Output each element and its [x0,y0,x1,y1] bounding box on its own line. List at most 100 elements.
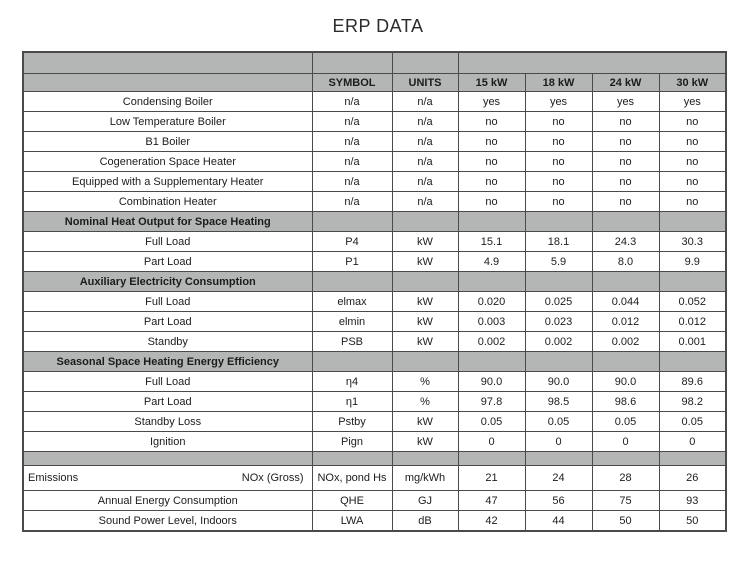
spacer-cell [22,451,313,466]
value-cell: 93 [658,490,727,511]
table-row: Cogeneration Space Heater n/a n/a no no no no [22,151,727,172]
symbol-cell: NOx, pond Hs [311,465,393,491]
value-cell: no [524,131,593,152]
value-cell: 0.05 [658,411,727,432]
value-cell: 47 [457,490,526,511]
row-label-cell: Cogeneration Space Heater [22,151,313,172]
row-label-cell: Full Load [22,371,313,392]
value-cell: 44 [524,510,593,532]
row-label-cell: Equipped with a Supplementary Heater [22,171,313,192]
section-empty-cell [391,211,459,232]
section-label-cell: Nominal Heat Output for Space Heating [22,211,313,232]
value-cell: yes [591,91,660,112]
header-24kw-cell: 24 kW [591,73,660,92]
section-empty-cell [311,271,393,292]
value-cell: 24.3 [591,231,660,252]
units-cell: kW [391,431,459,452]
table-row: Part Load η1% 97.8 98.5 98.6 98.2 [22,391,727,412]
value-cell: 97.8 [457,391,526,412]
value-cell: 98.6 [591,391,660,412]
table-row: Low Temperature Boiler n/a n/a no no no no [22,111,727,132]
value-cell: no [591,151,660,172]
value-cell: 8.0 [591,251,660,272]
value-cell: no [591,111,660,132]
table-row: Part Load P1 kW 4.9 5.9 8.0 9.9 [22,251,727,272]
row-label-cell: Standby Loss [22,411,313,432]
value-cell: 50 [591,510,660,532]
section-header-row: Auxiliary Electricity Consumption [22,271,727,292]
value-cell: 21 [457,465,526,491]
value-cell: no [524,171,593,192]
value-cell: 30.3 [658,231,727,252]
pre-header-label-cell [22,51,313,74]
value-cell: yes [658,91,727,112]
value-cell: 0.044 [591,291,660,312]
header-label-cell [22,73,313,92]
row-label-cell: Annual Energy Consumption [22,490,313,511]
value-cell: 18.1 [524,231,593,252]
spacer-cell [524,451,593,466]
value-cell: no [658,111,727,132]
row-label-cell: Low Temperature Boiler [22,111,313,132]
value-cell: 90.0 [457,371,526,392]
table-row: Standby Loss Pstby kW 0.05 0.05 0.05 0.05 [22,411,727,432]
value-cell: 4.9 [457,251,526,272]
section-empty-cell [457,351,526,372]
pre-header-row [22,51,727,74]
spacer-cell [658,451,727,466]
value-cell: no [457,111,526,132]
symbol-cell: n/a [311,91,393,112]
value-cell: 0.002 [524,331,593,352]
symbol-cell: QHE [311,490,393,511]
header-15kw-cell: 15 kW [457,73,526,92]
units-cell: n/a [391,191,459,212]
table-row: Condensing Boiler n/a n/a yes yes yes yes [22,91,727,112]
symbol-cell: n/a [311,131,393,152]
erp-table-body: SYMBOL UNITS 15 kW 18 kW 24 kW 30 kW Condensin… [22,51,727,532]
value-cell: no [658,151,727,172]
value-cell: 0 [457,431,526,452]
units-cell: kW [391,251,459,272]
units-cell: n/a [391,131,459,152]
table-row: Full Load P4 kW 15.1 18.1 24.3 30.3 [22,231,727,252]
table-row: Sound Power Level, Indoors LWA dB 42 44 50 50 [22,510,727,532]
row-label-cell: Ignition [22,431,313,452]
row-label-cell: Combination Heater [22,191,313,212]
spacer-row [22,451,727,466]
value-cell: 0.002 [457,331,526,352]
section-empty-cell [591,271,660,292]
section-empty-cell [524,211,593,232]
table-row: Equipped with a Supplementary Heater n/a n… [22,171,727,192]
value-cell: no [658,171,727,192]
row-label-cell: Full Load [22,231,313,252]
section-empty-cell [391,351,459,372]
value-cell: 75 [591,490,660,511]
units-cell: n/a [391,171,459,192]
section-empty-cell [391,271,459,292]
section-empty-cell [591,211,660,232]
value-cell: yes [457,91,526,112]
symbol-cell: PSB [311,331,393,352]
section-empty-cell [658,351,727,372]
section-empty-cell [658,271,727,292]
symbol-cell: P1 [311,251,393,272]
value-cell: 0.05 [457,411,526,432]
symbol-cell: η4 [311,371,393,392]
page-title: ERP DATA [332,16,424,36]
value-cell: 89.6 [658,371,727,392]
value-cell: no [591,191,660,212]
value-cell: 24 [524,465,593,491]
value-cell: 0 [524,431,593,452]
section-empty-cell [457,271,526,292]
value-cell: 0.003 [457,311,526,332]
value-cell: 0.05 [591,411,660,432]
spacer-cell [591,451,660,466]
value-cell: 90.0 [524,371,593,392]
column-header-row: SYMBOL UNITS 15 kW 18 kW 24 kW 30 kW [22,73,727,92]
table-row: B1 Boiler n/a n/a no no no no [22,131,727,152]
symbol-cell: LWA [311,510,393,532]
value-cell: 98.2 [658,391,727,412]
header-units-cell: UNITS [391,73,459,92]
table-row: Part Load elmin kW 0.003 0.023 0.012 0.012 [22,311,727,332]
symbol-cell: n/a [311,111,393,132]
